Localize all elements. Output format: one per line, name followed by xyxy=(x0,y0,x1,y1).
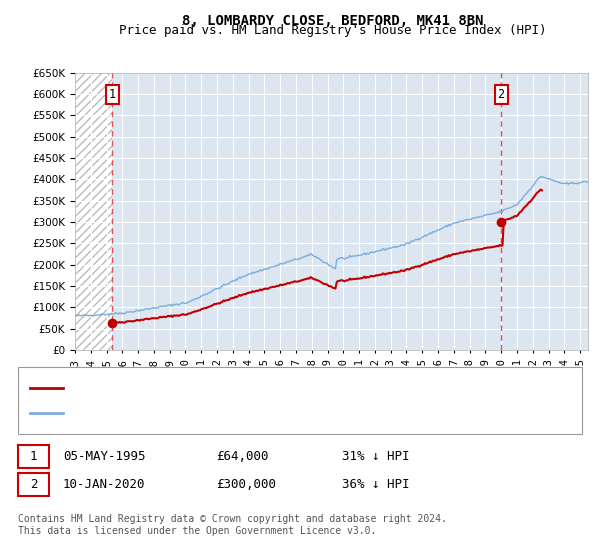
Bar xyxy=(75,73,112,350)
Text: 8, LOMBARDY CLOSE, BEDFORD, MK41 8BN: 8, LOMBARDY CLOSE, BEDFORD, MK41 8BN xyxy=(182,14,484,28)
Text: 31% ↓ HPI: 31% ↓ HPI xyxy=(342,450,409,463)
Text: £64,000: £64,000 xyxy=(216,450,269,463)
Text: 36% ↓ HPI: 36% ↓ HPI xyxy=(342,478,409,491)
Text: 2: 2 xyxy=(30,478,37,491)
Text: Contains HM Land Registry data © Crown copyright and database right 2024.
This d: Contains HM Land Registry data © Crown c… xyxy=(18,514,447,536)
Text: 1: 1 xyxy=(30,450,37,463)
Text: Price paid vs. HM Land Registry's House Price Index (HPI): Price paid vs. HM Land Registry's House … xyxy=(119,24,547,36)
Text: 05-MAY-1995: 05-MAY-1995 xyxy=(63,450,146,463)
Text: £300,000: £300,000 xyxy=(216,478,276,491)
Text: 1: 1 xyxy=(109,87,116,101)
Text: 2: 2 xyxy=(497,87,505,101)
Text: 10-JAN-2020: 10-JAN-2020 xyxy=(63,478,146,491)
Text: HPI: Average price, detached house, Bedford: HPI: Average price, detached house, Bedf… xyxy=(69,406,376,419)
Text: 8, LOMBARDY CLOSE, BEDFORD, MK41 8BN (detached house): 8, LOMBARDY CLOSE, BEDFORD, MK41 8BN (de… xyxy=(69,381,446,395)
